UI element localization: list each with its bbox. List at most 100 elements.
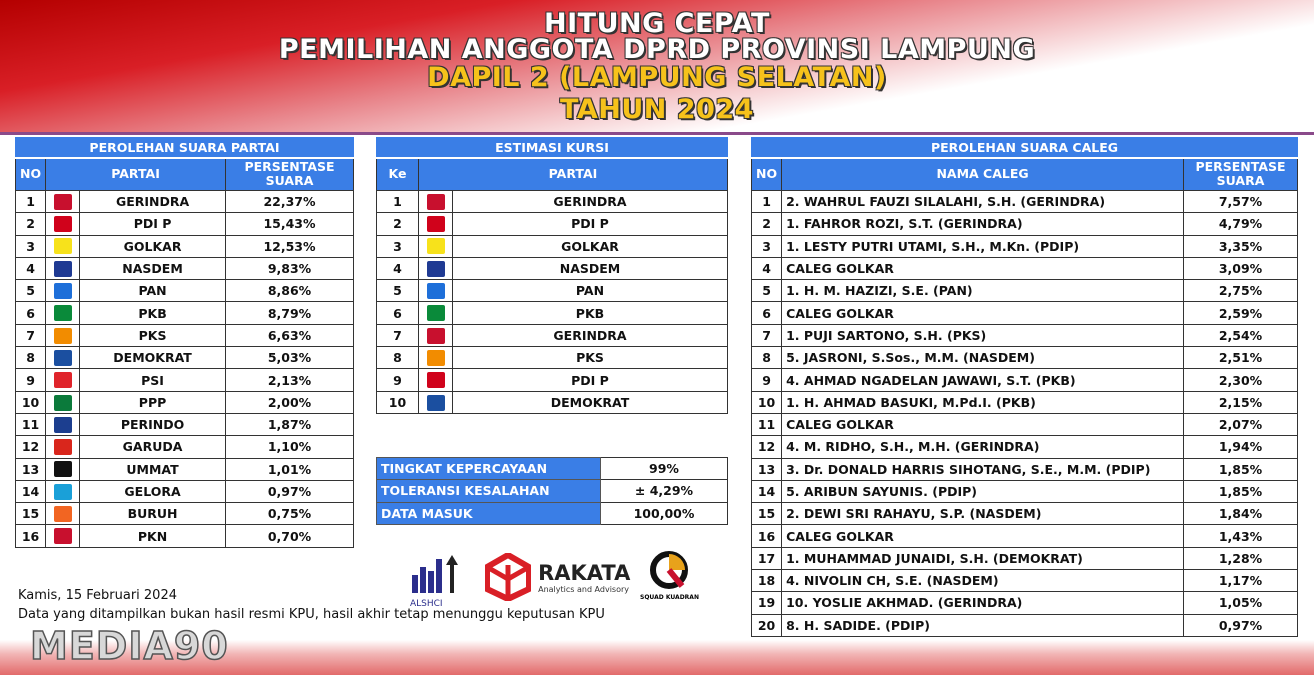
party-logo-icon xyxy=(426,193,445,210)
party-logo-cell xyxy=(418,346,453,370)
table-row: 11 PERINDO 1,87% xyxy=(14,412,354,437)
vote-pct: 3,35% xyxy=(1183,234,1298,258)
col-no: NO xyxy=(750,157,783,191)
vote-pct: 0,97% xyxy=(1183,613,1298,637)
party-logo-icon xyxy=(53,461,72,478)
table-row: 9 PDI P xyxy=(376,368,728,392)
party-name: DEMOKRAT xyxy=(452,390,728,414)
party-logo-icon xyxy=(53,483,72,500)
col-party: PARTAI xyxy=(45,157,226,191)
stat-label: DATA MASUK xyxy=(376,501,601,525)
disclaimer: Data yang ditampilkan bukan hasil resmi … xyxy=(18,607,605,622)
vote-pct: 2,59% xyxy=(1183,301,1298,325)
table-row: 20 8. H. SADIDE. (PDIP) 0,97% xyxy=(750,613,1298,637)
candidate-name: 3. Dr. DONALD HARRIS SIHOTANG, S.E., M.M… xyxy=(781,457,1184,481)
candidate-name: 1. LESTY PUTRI UTAMI, S.H., M.Kn. (PDIP) xyxy=(781,234,1184,258)
party-logo-cell xyxy=(418,189,453,214)
vote-pct: 1,01% xyxy=(225,457,354,481)
candidate-name: CALEG GOLKAR xyxy=(781,301,1184,325)
party-logo-icon xyxy=(426,349,445,366)
table-row: 7 PKS 6,63% xyxy=(14,323,354,348)
stat-row: DATA MASUK 100,00% xyxy=(376,501,728,525)
party-name: PDI P xyxy=(79,212,226,236)
squad-kuadran-logo: SQUAD KUADRAN xyxy=(640,550,699,601)
party-name: GELORA xyxy=(79,479,226,504)
party-name: GOLKAR xyxy=(452,234,728,258)
row-no: 12 xyxy=(14,435,47,459)
vote-pct: 1,85% xyxy=(1183,457,1298,481)
table-row: 12 4. M. RIDHO, S.H., M.H. (GERINDRA) 1,94… xyxy=(750,435,1298,459)
col-ke: Ke xyxy=(376,157,419,191)
vote-pct: 3,09% xyxy=(1183,256,1298,281)
table-row: 10 DEMOKRAT xyxy=(376,390,728,414)
party-logo-cell xyxy=(418,301,453,325)
party-logo-cell xyxy=(418,212,453,236)
party-logo-icon xyxy=(426,372,445,389)
row-no: 7 xyxy=(376,323,419,348)
candidate-name: 2. WAHRUL FAUZI SILALAHI, S.H. (GERINDRA… xyxy=(781,189,1184,214)
table-row: 1 2. WAHRUL FAUZI SILALAHI, S.H. (GERINDR… xyxy=(750,189,1298,214)
vote-pct: 8,86% xyxy=(225,279,354,303)
row-no: 2 xyxy=(376,212,419,236)
squad-kuadran-icon xyxy=(650,551,689,589)
col-pct: PERSENTASE SUARA xyxy=(225,157,354,191)
party-logo-icon xyxy=(426,238,445,255)
row-no: 20 xyxy=(750,613,783,637)
table-row: 3 GOLKAR 12,53% xyxy=(14,234,354,258)
party-logo-icon xyxy=(53,193,72,210)
row-no: 5 xyxy=(376,279,419,303)
vote-pct: 1,94% xyxy=(1183,435,1298,459)
candidate-name: 1. MUHAMMAD JUNAIDI, S.H. (DEMOKRAT) xyxy=(781,546,1184,571)
party-logo-cell xyxy=(45,301,81,325)
party-name: PKS xyxy=(452,346,728,370)
row-no: 11 xyxy=(750,412,783,437)
stat-value: 99% xyxy=(600,456,728,481)
candidate-name: 1. H. AHMAD BASUKI, M.Pd.I. (PKB) xyxy=(781,390,1184,414)
row-no: 8 xyxy=(14,346,47,370)
table-row: 9 4. AHMAD NGADELAN JAWAWI, S.T. (PKB) 2,3… xyxy=(750,368,1298,392)
row-no: 2 xyxy=(750,212,783,236)
table-row: 2 PDI P 15,43% xyxy=(14,212,354,236)
table-row: 15 BURUH 0,75% xyxy=(14,502,354,526)
party-logo-cell xyxy=(45,212,81,236)
candidate-votes-table: PEROLEHAN SUARA CALEG NO NAMA CALEG PERS… xyxy=(750,137,1298,637)
row-no: 19 xyxy=(750,591,783,615)
row-no: 9 xyxy=(14,368,47,392)
row-no: 3 xyxy=(750,234,783,258)
rakata-logo: RAKATA Analytics and Advisory xyxy=(484,551,630,603)
candidate-name: 1. H. M. HAZIZI, S.E. (PAN) xyxy=(781,279,1184,303)
media90-watermark: MEDIA90 xyxy=(29,624,229,668)
bottom-band xyxy=(0,640,1314,675)
party-logo-cell xyxy=(45,279,81,303)
vote-pct: 2,75% xyxy=(1183,279,1298,303)
table-row: 4 CALEG GOLKAR 3,09% xyxy=(750,256,1298,281)
row-no: 3 xyxy=(376,234,419,258)
vote-pct: 2,15% xyxy=(1183,390,1298,414)
rakata-tagline: Analytics and Advisory xyxy=(538,584,630,594)
vote-pct: 1,28% xyxy=(1183,546,1298,571)
table-row: 6 PKB 8,79% xyxy=(14,301,354,325)
row-no: 14 xyxy=(14,479,47,504)
party-name: UMMAT xyxy=(79,457,226,481)
candidate-name: CALEG GOLKAR xyxy=(781,412,1184,437)
table-row: 5 PAN 8,86% xyxy=(14,279,354,303)
party-logo-icon xyxy=(53,305,72,322)
candidate-name: 4. M. RIDHO, S.H., M.H. (GERINDRA) xyxy=(781,435,1184,459)
vote-pct: 2,07% xyxy=(1183,412,1298,437)
table-row: 16 PKN 0,70% xyxy=(14,524,354,548)
table-row: 7 1. PUJI SARTONO, S.H. (PKS) 2,54% xyxy=(750,323,1298,348)
seat-estimate-table: ESTIMASI KURSI Ke PARTAI 1 GERINDRA 2 PDI P… xyxy=(376,137,728,414)
seats-heading: ESTIMASI KURSI xyxy=(376,137,728,159)
party-logo-icon xyxy=(53,327,72,344)
party-logo-icon xyxy=(53,238,72,255)
party-logo-cell xyxy=(45,412,81,437)
candidate-name: 4. AHMAD NGADELAN JAWAWI, S.T. (PKB) xyxy=(781,368,1184,392)
title-line-1: HITUNG CEPAT xyxy=(544,8,770,39)
row-no: 1 xyxy=(14,189,47,214)
row-no: 15 xyxy=(750,502,783,526)
row-no: 17 xyxy=(750,546,783,571)
party-name: PDI P xyxy=(452,368,728,392)
table-row: 13 3. Dr. DONALD HARRIS SIHOTANG, S.E., M… xyxy=(750,457,1298,481)
party-name: GERINDRA xyxy=(79,189,226,214)
candidate-name: 2. DEWI SRI RAHAYU, S.P. (NASDEM) xyxy=(781,502,1184,526)
